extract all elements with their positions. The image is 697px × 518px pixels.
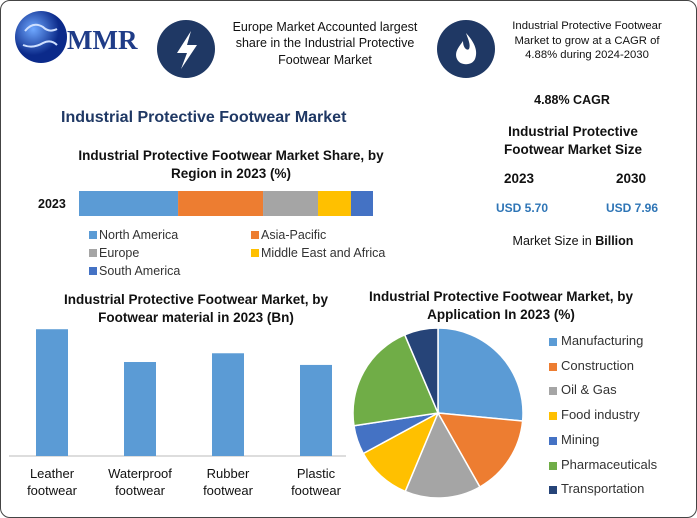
pie-slice [352,333,440,427]
legend-swatch [549,362,557,371]
legend-label: Europe [99,246,140,260]
pie-slice [403,327,439,414]
legend-swatch [251,231,259,239]
legend-label: South America [99,264,181,278]
legend-label: Pharmaceuticals [561,456,658,472]
legend-swatch [549,486,557,495]
logo-globe [15,11,67,63]
legend-swatch [549,412,557,421]
x-tick-label: Rubber footwear [203,466,253,498]
size-title: Industrial Protective Footwear Market Si… [503,124,643,157]
legend-swatch [549,387,557,396]
legend-swatch [89,231,97,239]
legend-label: Food industry [561,407,640,423]
year: 2023 [503,171,535,186]
pie-slice [436,412,524,488]
legend-label: Construction [561,357,634,373]
bar-segment [318,191,351,216]
legend-swatch [89,267,97,275]
legend-label: Mining [561,431,600,447]
bar-segment [350,191,373,216]
legend-swatch [549,338,557,346]
year: 2030 [615,171,647,186]
header-note: Europe Market Accounted largest share in… [232,20,418,67]
chart-title: Industrial Protective Footwear Market, b… [368,289,634,322]
bar-segment [79,191,179,216]
legend-label: North America [99,228,179,242]
pie-slice [437,327,524,422]
lightning-icon [177,31,197,69]
logo-text: MMR [67,25,138,55]
bar-segment [178,191,264,216]
unit-prefix: Market Size in [512,234,592,248]
header-note: Industrial Protective Footwear Market to… [512,20,662,62]
size-unit: Market Size in Billion [481,233,665,249]
bar [124,362,156,456]
legend-label: Transportation [561,481,645,497]
chart-title: Industrial Protective Footwear Market Sh… [78,148,384,181]
unit: Billion [595,234,634,248]
x-tick-label: Plastic footwear [291,466,341,498]
legend-label: Oil & Gas [561,382,617,398]
legend-swatch [89,249,97,257]
bar-segment [263,191,319,216]
logo-globe-lines [22,23,58,48]
pie-slice [404,411,481,499]
legend-label: Manufacturing [561,333,644,348]
cagr: 4.88% CAGR [534,93,610,107]
legend-label: Middle East and Africa [261,246,386,260]
icon-circle [437,20,495,78]
x-tick-label: Leather footwear [27,466,77,498]
bar [300,364,332,456]
x-tick-label: Waterproof footwear [108,466,172,498]
legend-swatch [549,436,557,445]
legend-label: Asia-Pacific [261,228,327,242]
size-value: USD 5.70 [495,201,549,215]
bar [36,329,68,456]
chart-title: Industrial Protective Footwear Market, b… [63,292,329,325]
legend-swatch [549,461,557,470]
y-tick-label: 2023 [38,196,66,211]
flame-icon [456,33,477,65]
size-value: USD 7.96 [605,201,659,215]
bar [212,353,244,456]
legend-swatch [251,249,259,257]
main-title: Industrial Protective Footwear Market [61,109,347,126]
